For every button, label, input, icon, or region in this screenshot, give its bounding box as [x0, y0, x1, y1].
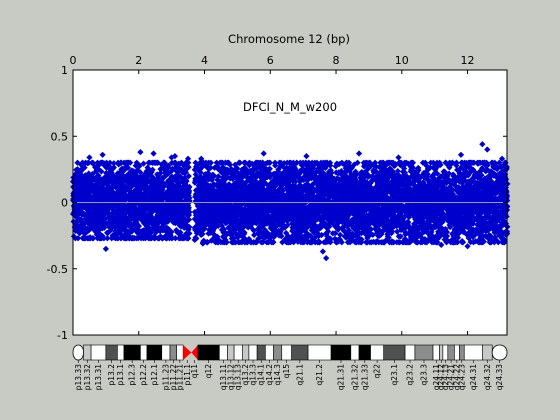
data-point	[124, 164, 132, 172]
data-point	[127, 159, 134, 166]
data-point	[106, 159, 114, 166]
data-point	[157, 170, 164, 177]
data-point	[193, 235, 200, 242]
data-point	[185, 172, 192, 180]
data-point	[168, 228, 175, 236]
data-point	[100, 235, 108, 242]
data-point	[90, 235, 97, 242]
data-point	[85, 159, 92, 166]
scatter-points	[70, 141, 511, 262]
data-point	[186, 223, 193, 231]
data-point	[136, 163, 143, 170]
data-point	[104, 235, 111, 242]
data-point	[182, 169, 190, 176]
data-point	[89, 159, 96, 166]
data-point	[74, 235, 82, 242]
data-point	[135, 223, 142, 230]
data-point	[186, 187, 193, 195]
data-point	[185, 216, 193, 223]
chart-title: Chromosome 12 (bp)	[228, 32, 350, 46]
data-point	[165, 162, 172, 169]
data-point	[185, 159, 192, 166]
data-point	[79, 159, 86, 166]
data-point	[140, 160, 147, 167]
plot-area: 0 2 4 6 8 10 12 10.50-0.5-1 DFCI_N_M_w200	[47, 54, 511, 342]
data-point	[95, 172, 102, 179]
data-point	[168, 235, 176, 242]
data-point	[104, 230, 111, 237]
data-point	[98, 168, 105, 175]
data-point	[185, 235, 192, 242]
